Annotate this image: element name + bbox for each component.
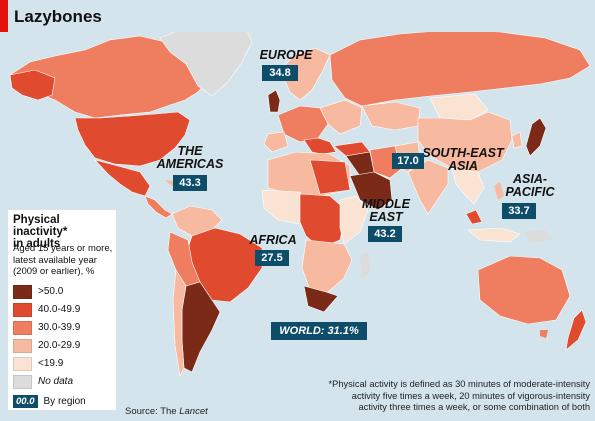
region-label-americas: THE AMERICAS [156, 144, 224, 171]
legend-item-region: 00.0 By region [13, 395, 86, 408]
saudi-arabia [349, 171, 393, 211]
legend: Physical inactivity* in adults Aged 15 ye… [8, 210, 116, 410]
new-zealand [565, 309, 587, 351]
india [407, 159, 449, 215]
legend-item-under20: <19.9 [13, 356, 63, 371]
southern-africa [301, 239, 353, 295]
legend-item-20: 20.0-29.9 [13, 338, 80, 353]
legend-item-30: 30.0-39.9 [13, 320, 80, 335]
colombia-venezuela [171, 205, 223, 237]
eastern-europe [319, 99, 363, 135]
legend-item-40: 40.0-49.9 [13, 302, 80, 317]
china [417, 111, 513, 173]
japan [525, 117, 547, 157]
legend-swatch [13, 302, 32, 317]
western-europe [277, 105, 329, 143]
uk [267, 89, 281, 113]
south-africa [303, 285, 339, 313]
libya-egypt [309, 159, 351, 195]
korea [511, 131, 523, 149]
footnote: *Physical activity is defined as 30 minu… [328, 379, 590, 412]
brand-tab [0, 0, 8, 32]
region-label-southeast-asia: SOUTH-EAST ASIA [422, 146, 504, 173]
indonesia [467, 227, 521, 243]
australia [477, 255, 571, 325]
legend-swatch [13, 356, 32, 371]
chart-title: Lazybones [14, 7, 102, 26]
southeast-asia [451, 167, 485, 205]
alaska [9, 69, 56, 101]
title-bar: Lazybones [0, 0, 595, 32]
legend-swatch [13, 320, 32, 335]
philippines [494, 182, 504, 200]
legend-swatch [13, 374, 32, 389]
scandinavia [279, 47, 331, 101]
region-label-europe: EUROPE [259, 48, 313, 62]
region-value-americas: 43.3 [173, 175, 207, 191]
tasmania [540, 330, 548, 338]
new-guinea [524, 230, 552, 242]
region-value-europe: 34.8 [262, 65, 298, 81]
italy-balkans [303, 137, 337, 155]
region-label-africa: AFRICA [249, 233, 297, 247]
world-value: WORLD: 31.1% [271, 322, 367, 340]
malaysia [465, 209, 483, 225]
region-label-middle-east: MIDDLE EAST [362, 197, 410, 224]
mongolia [429, 93, 489, 121]
region-label-asia-pacific: ASIA- PACIFIC [505, 172, 555, 199]
legend-title: Physical inactivity* in adults [13, 214, 68, 250]
legend-subtitle: Aged 15 years or more, latest available y… [13, 243, 113, 277]
chile [172, 269, 187, 377]
legend-swatch [13, 284, 32, 299]
madagascar [360, 252, 370, 278]
legend-item-over50: >50.0 [13, 284, 63, 299]
legend-item-nodata: No data [13, 374, 73, 389]
region-value-asia-pacific: 33.7 [502, 203, 536, 219]
west-africa [261, 189, 313, 225]
usa [74, 111, 191, 167]
source: Source: The Lancet [125, 406, 208, 417]
iberia [263, 131, 289, 153]
legend-swatch [13, 338, 32, 353]
region-value-middle-east: 43.2 [368, 226, 402, 242]
region-value-africa: 27.5 [255, 250, 289, 266]
region-value-southeast-asia: 17.0 [392, 153, 424, 169]
east-africa [339, 195, 369, 245]
central-america [144, 195, 173, 219]
